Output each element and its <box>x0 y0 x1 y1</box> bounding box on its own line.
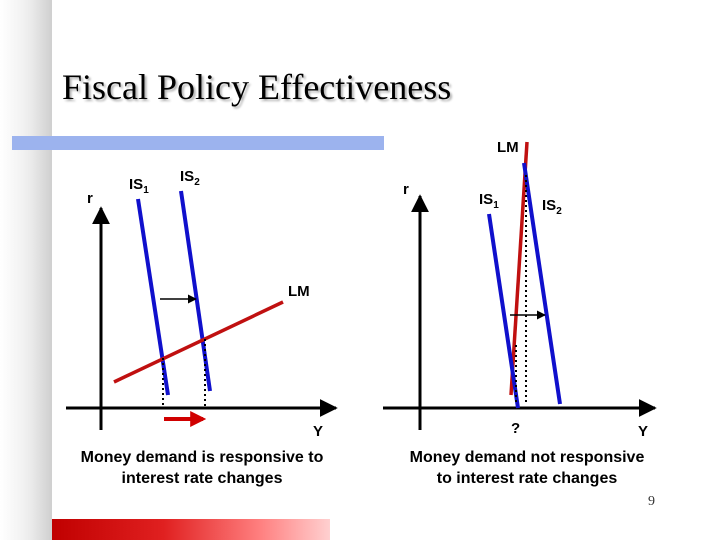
right-is1-curve <box>487 213 520 409</box>
left-is1-label: IS1 <box>129 176 149 196</box>
title-underline-band <box>12 136 384 150</box>
left-caption: Money demand is responsive to interest r… <box>80 449 324 487</box>
left-decorative-bar <box>0 0 52 540</box>
right-is1-label: IS1 <box>479 191 499 211</box>
left-panel: r Y LM IS1 IS2 <box>66 168 338 440</box>
footer-red-band <box>52 519 330 540</box>
right-lm-label: LM <box>497 139 519 156</box>
left-lm-label: LM <box>288 283 310 300</box>
right-question-mark: ? <box>511 420 520 437</box>
left-is2-label: IS2 <box>180 168 200 188</box>
left-y-axis-label: r <box>87 190 93 207</box>
right-is2-curve <box>522 162 562 405</box>
left-lm-curve <box>113 300 284 384</box>
slide-title: Fiscal Policy Effectiveness <box>62 67 452 107</box>
right-caption: Money demand not responsive to interest … <box>409 449 645 487</box>
page-number: 9 <box>648 494 655 509</box>
left-is2-curve <box>179 190 212 392</box>
right-x-axis-label: Y <box>638 423 648 440</box>
right-is2-label: IS2 <box>542 197 562 217</box>
right-lm-curve <box>509 141 529 396</box>
left-is1-curve <box>136 198 170 396</box>
left-x-axis-label: Y <box>313 423 323 440</box>
left-bar-shade <box>30 0 52 540</box>
right-panel: r Y LM IS1 IS2 ? <box>383 139 657 440</box>
right-y-axis-label: r <box>403 181 409 198</box>
